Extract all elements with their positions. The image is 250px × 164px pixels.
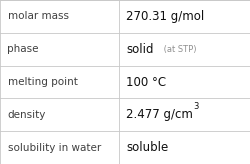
Text: 270.31 g/mol: 270.31 g/mol [126,10,204,23]
Text: 3: 3 [194,102,199,111]
Text: 2.477 g/cm: 2.477 g/cm [126,108,193,121]
Text: solubility in water: solubility in water [8,143,101,153]
Text: molar mass: molar mass [8,11,68,21]
Text: melting point: melting point [8,77,78,87]
Text: soluble: soluble [126,141,168,154]
Text: density: density [8,110,46,120]
Text: 100 °C: 100 °C [126,75,166,89]
Text: solid: solid [126,43,154,56]
Text: phase: phase [8,44,39,54]
Text: (at STP): (at STP) [161,45,197,54]
